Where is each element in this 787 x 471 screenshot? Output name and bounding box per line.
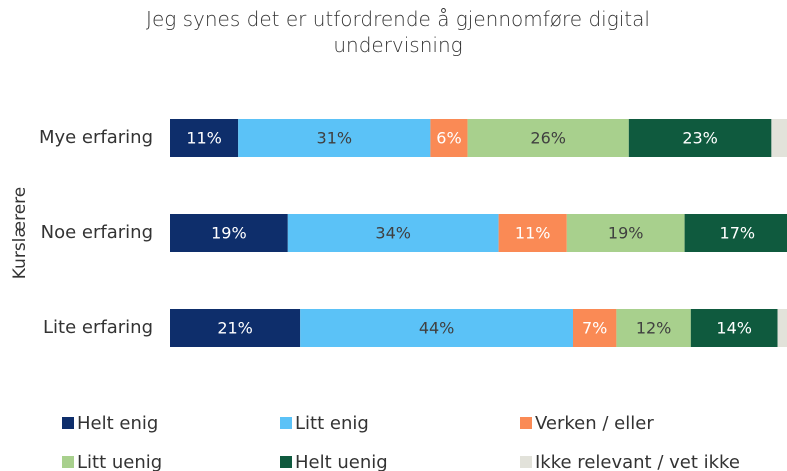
bar-segment	[170, 309, 301, 347]
bar-segment	[430, 119, 468, 157]
value-label: 14%	[716, 319, 752, 338]
bar-segment	[573, 309, 617, 347]
legend-swatch	[280, 417, 292, 429]
category-label: Lite erfaring	[43, 317, 153, 338]
value-label: 31%	[317, 129, 353, 148]
legend-swatch	[520, 417, 532, 429]
value-label: 21%	[217, 319, 253, 338]
bar-segment	[300, 309, 573, 347]
legend-swatch	[520, 456, 532, 468]
value-label: 19%	[211, 224, 247, 243]
bar-segment	[616, 309, 691, 347]
category-label: Noe erfaring	[41, 222, 153, 243]
legend-label: Ikke relevant / vet ikke	[535, 452, 740, 471]
value-label: 6%	[436, 129, 461, 148]
value-label: 11%	[186, 129, 222, 148]
value-label: 7%	[582, 319, 607, 338]
bar-segment	[467, 119, 629, 157]
legend-label: Litt uenig	[77, 452, 162, 471]
legend-label: Verken / eller	[535, 413, 654, 434]
legend-swatch	[280, 456, 292, 468]
value-label: 12%	[636, 319, 672, 338]
legend-swatch	[62, 417, 74, 429]
bar-segment	[566, 214, 685, 252]
bar-segment	[777, 309, 787, 347]
bar-segment	[628, 119, 772, 157]
value-label: 44%	[419, 319, 455, 338]
category-label: Mye erfaring	[39, 127, 153, 148]
legend-label: Litt enig	[295, 413, 369, 434]
bar-segment	[771, 119, 787, 157]
bar-segment	[498, 214, 567, 252]
value-label: 19%	[608, 224, 644, 243]
value-label: 23%	[682, 129, 718, 148]
value-label: 34%	[375, 224, 411, 243]
bar-segment	[690, 309, 778, 347]
bar-segment	[684, 214, 787, 252]
bar-segment	[238, 119, 431, 157]
value-label: 11%	[515, 224, 551, 243]
value-label: 17%	[720, 224, 756, 243]
legend-label: Helt enig	[77, 413, 158, 434]
y-axis-label: Kurslærere	[10, 187, 30, 280]
bar-segment	[170, 119, 239, 157]
value-label: 26%	[530, 129, 566, 148]
bar-segment	[287, 214, 499, 252]
legend-label: Helt uenig	[295, 452, 388, 471]
chart-title: Jeg synes det er utfordrende å gjennomfø…	[146, 7, 650, 57]
legend-swatch	[62, 456, 74, 468]
bar-segment	[170, 214, 288, 252]
